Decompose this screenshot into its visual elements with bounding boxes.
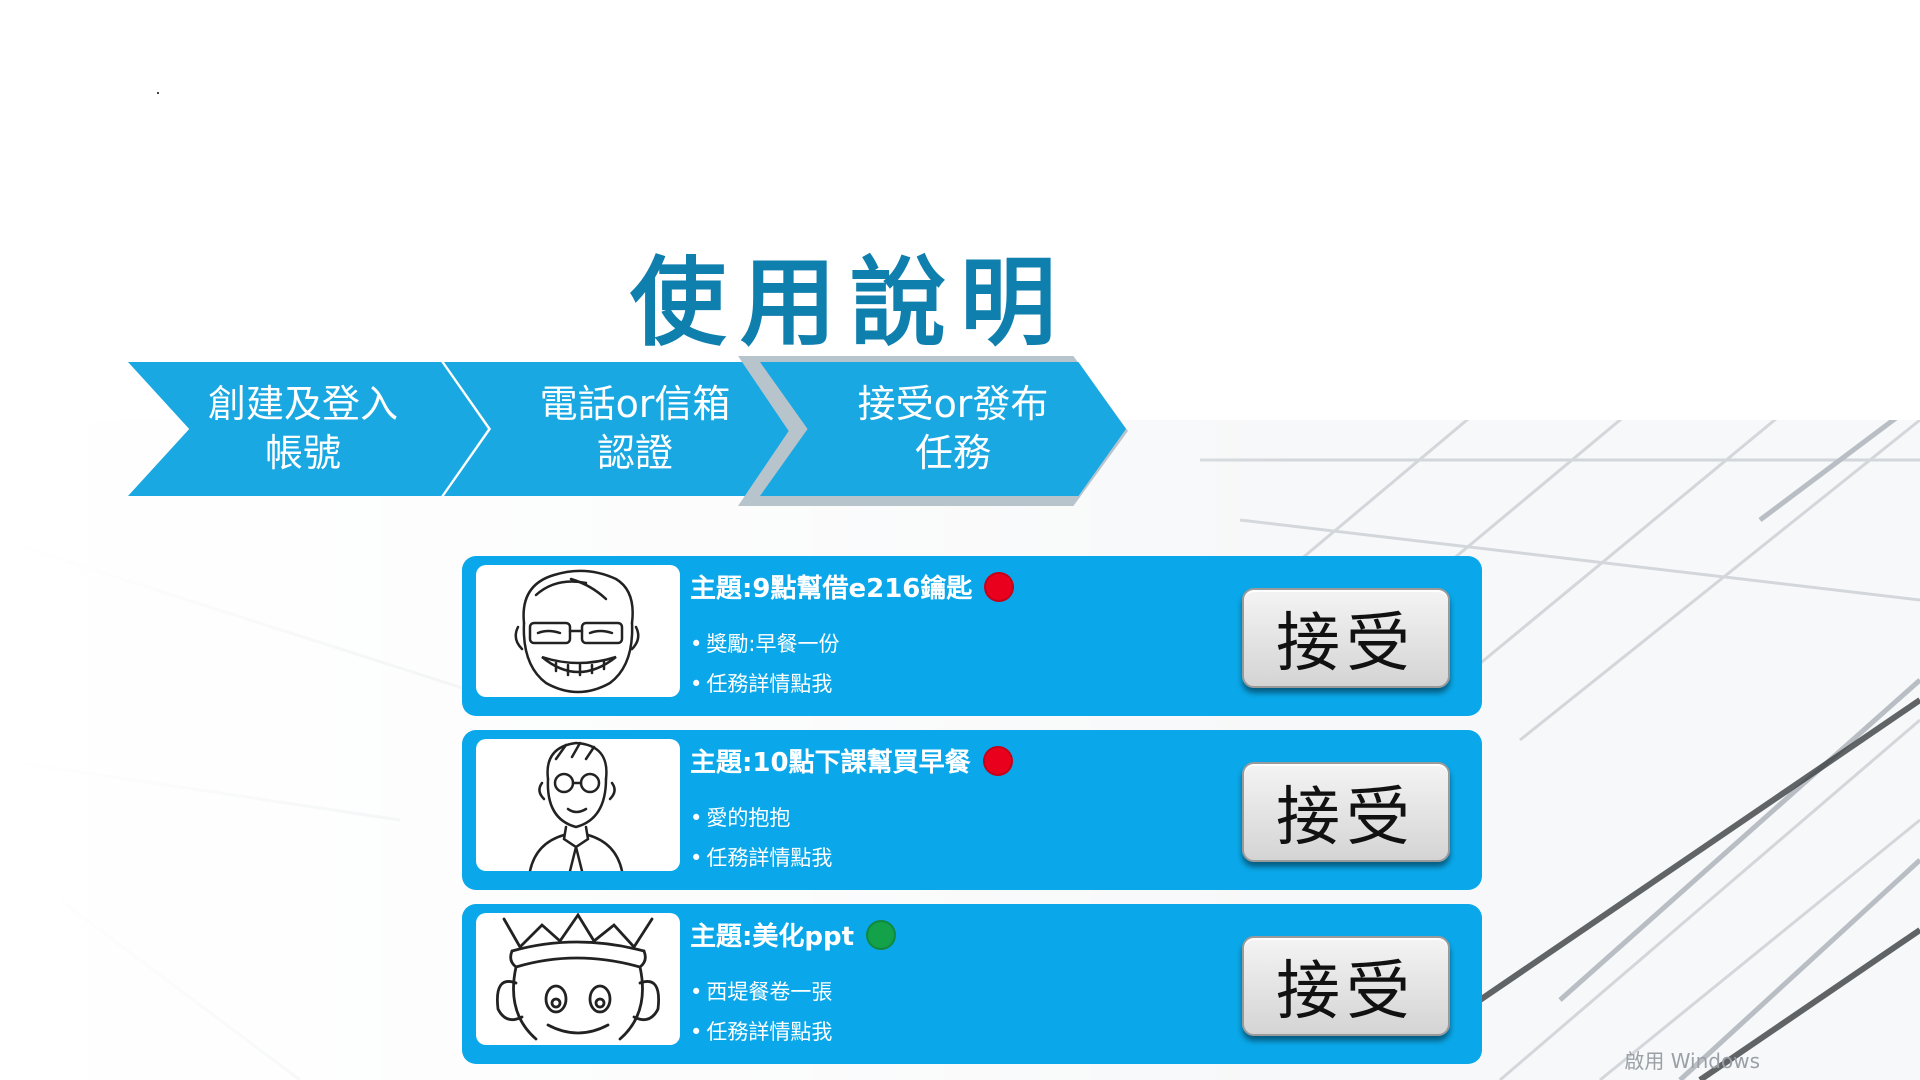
task-subject[interactable]: 主題:10點下課幫買早餐	[690, 742, 1013, 779]
task-details: 西堤餐卷一張 任務詳情點我	[690, 972, 832, 1052]
step-1-chevron: 創建及登入 帳號	[128, 362, 488, 496]
task-detail-link[interactable]: 任務詳情點我	[690, 1012, 832, 1052]
accept-button[interactable]: 接受	[1242, 762, 1450, 862]
task-reward: 愛的抱抱	[690, 798, 832, 838]
status-dot-icon	[984, 571, 1015, 602]
status-dot-icon	[982, 745, 1013, 776]
avatar-crown-boy	[476, 913, 680, 1045]
task-card[interactable]: 主題:10點下課幫買早餐 愛的抱抱 任務詳情點我 接受	[462, 730, 1482, 890]
task-subject-text[interactable]: 主題:10點下課幫買早餐	[690, 748, 971, 778]
accept-button[interactable]: 接受	[1242, 588, 1450, 688]
task-subject[interactable]: 主題:美化ppt	[690, 916, 897, 953]
step-1-line2: 帳號	[264, 431, 341, 475]
page-title: 使用說明	[630, 246, 1070, 359]
avatar-glasses-man-icon	[514, 569, 640, 694]
task-card[interactable]: 主題:美化ppt 西堤餐卷一張 任務詳情點我 接受	[462, 904, 1482, 1064]
steps-flow: 創建及登入 帳號 電話or信箱 認證 接受or發布 任務	[128, 356, 1128, 506]
stray-dot	[157, 92, 159, 94]
accept-button[interactable]: 接受	[1242, 936, 1450, 1036]
task-subject-text[interactable]: 主題:9點幫借e216鑰匙	[690, 574, 973, 604]
task-details: 獎勵:早餐一份 任務詳情點我	[690, 624, 839, 704]
step-3-line2: 任務	[914, 431, 991, 475]
task-subject[interactable]: 主題:9點幫借e216鑰匙	[690, 568, 1015, 605]
avatar-tie-man	[476, 739, 680, 871]
task-detail-link[interactable]: 任務詳情點我	[690, 664, 839, 704]
task-list: 主題:9點幫借e216鑰匙 獎勵:早餐一份 任務詳情點我 接受	[462, 556, 1482, 1078]
task-reward: 西堤餐卷一張	[690, 972, 832, 1012]
task-card[interactable]: 主題:9點幫借e216鑰匙 獎勵:早餐一份 任務詳情點我 接受	[462, 556, 1482, 716]
step-3-chevron: 接受or發布 任務	[760, 362, 1126, 496]
task-reward: 獎勵:早餐一份	[690, 624, 839, 664]
step-2-chevron: 電話or信箱 認證	[444, 362, 806, 496]
status-dot-icon	[866, 919, 897, 950]
task-subject-text[interactable]: 主題:美化ppt	[690, 922, 855, 952]
task-detail-link[interactable]: 任務詳情點我	[690, 838, 832, 878]
step-3-line1: 接受or發布	[857, 381, 1049, 426]
windows-activation-watermark: 啟用 Windows	[1624, 1049, 1760, 1073]
avatar-tie-man-icon	[528, 741, 624, 871]
step-1-line1: 創建及登入	[207, 381, 398, 426]
step-2-line1: 電話or信箱	[539, 381, 731, 426]
avatar-glasses-man	[476, 565, 680, 697]
avatar-crown-boy-icon	[496, 913, 660, 1041]
task-details: 愛的抱抱 任務詳情點我	[690, 798, 832, 878]
step-2-line2: 認證	[596, 431, 673, 475]
